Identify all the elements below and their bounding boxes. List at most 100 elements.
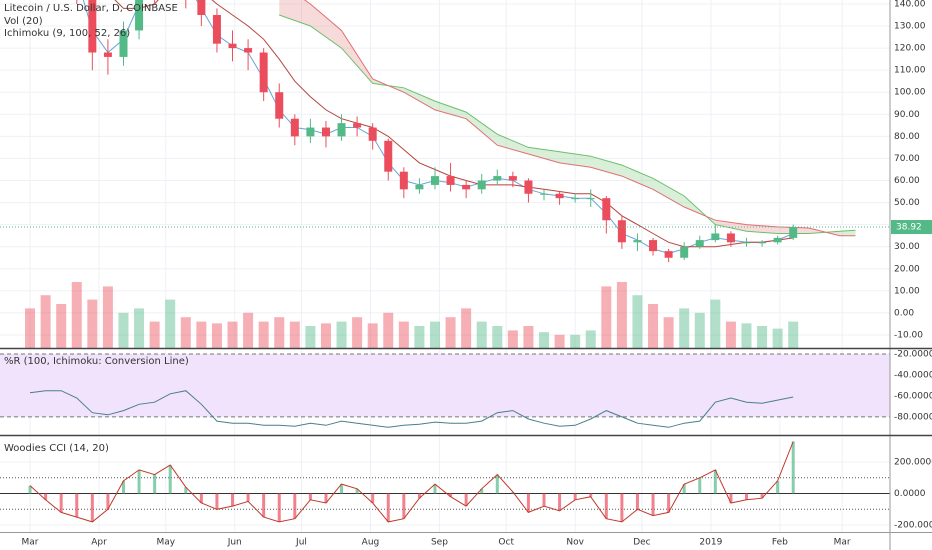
volume-bar [398, 321, 409, 348]
volume-bar [336, 321, 347, 348]
cloud-segment [341, 30, 373, 84]
volume-bar [383, 312, 394, 348]
cloud-segment [528, 147, 560, 163]
cloud-segment [279, 0, 311, 27]
cci-histogram-bar [402, 493, 406, 519]
y-tick-label: 100.00 [894, 88, 926, 98]
x-tick-label: Oct [498, 538, 514, 548]
volume-bar [134, 308, 145, 348]
volume-bar [274, 317, 285, 348]
volume-bar [196, 321, 207, 348]
candle-body [493, 176, 502, 181]
cloud-segment [559, 151, 591, 168]
volume-bar [772, 328, 783, 348]
y-tick-label: -60.0000 [894, 391, 932, 401]
volume-bar [523, 326, 534, 348]
last-price-box [891, 220, 932, 235]
cci-histogram-bar [28, 485, 32, 494]
volume-bar [414, 326, 425, 348]
cci-histogram-bar [729, 493, 733, 503]
candle-body [462, 184, 471, 190]
volume-bar [258, 321, 269, 348]
volume-bar [476, 321, 487, 348]
legend: Litecoin / U.S. Dollar, D, COINBASE Vol … [4, 3, 189, 454]
volume-bar [102, 286, 113, 348]
volume-bar [616, 282, 627, 348]
candle-body [680, 246, 689, 258]
band [0, 353, 890, 417]
cci-histogram-bar [44, 493, 48, 500]
cloud-segment [497, 134, 529, 155]
y-tick-label: 200.0000 [894, 457, 932, 467]
volume-bar [227, 321, 238, 348]
candle-body [773, 237, 782, 243]
cci-histogram-bar [106, 493, 110, 510]
volume-bar [539, 332, 550, 348]
y-tick-label: 60.00 [894, 176, 920, 186]
cci-histogram-bar [620, 493, 624, 522]
volume-bar [570, 334, 581, 348]
volume-bar [429, 321, 440, 348]
x-tick-label: Apr [91, 538, 107, 548]
y-tick-label: 110.00 [894, 66, 926, 76]
x-tick-label: Jul [295, 538, 307, 548]
span-b-line [303, 0, 856, 237]
cci-histogram-bar [231, 493, 235, 507]
cci-histogram-bar [635, 493, 639, 510]
cci-histogram-bar [90, 493, 94, 522]
cci-histogram-bar [526, 493, 530, 513]
volume-bar [71, 282, 82, 348]
x-tick-label: Aug [362, 538, 380, 548]
candle-body [695, 240, 704, 247]
x-tick-label: Mar [834, 538, 851, 548]
span-a-line [279, 14, 856, 234]
y-tick-label: 130.00 [894, 22, 926, 32]
cci-histogram-bar [386, 493, 390, 522]
y-tick-label: 80.00 [894, 132, 920, 142]
candle-body [228, 43, 237, 49]
cloud-segment [403, 87, 435, 110]
cloud-segment [839, 230, 856, 236]
cci-histogram-bar [137, 469, 141, 494]
volume-bar [741, 323, 752, 348]
cci-histogram-bar [495, 474, 499, 494]
volume-bar [320, 323, 331, 348]
cci-histogram-bar [651, 493, 655, 516]
cci-histogram-bar [215, 493, 219, 510]
cci-histogram-bar [791, 441, 795, 494]
candle-body [602, 198, 611, 221]
volume-bar [648, 304, 659, 348]
price-pane [0, 0, 890, 348]
y-tick-label: 0.0000 [894, 489, 926, 499]
williams-title: %R (100, Ichimoku: Conversion Line) [4, 356, 189, 367]
cci-histogram-bar [511, 491, 515, 494]
x-tick-label: May [156, 538, 175, 548]
volume-bar [601, 286, 612, 348]
cci-histogram-bar [464, 493, 468, 507]
x-tick-label: Nov [566, 538, 584, 548]
y-tick-label: -20.0000 [894, 349, 932, 359]
cci-histogram-bar [262, 493, 266, 518]
volume-bar [725, 321, 736, 348]
volume-bar [663, 317, 674, 348]
cci-histogram-bar [371, 493, 375, 503]
candle-body [617, 220, 626, 243]
y-tick-label: 0.00 [894, 308, 914, 318]
volume-bar [788, 321, 799, 348]
y-tick-label: -40.0000 [894, 370, 932, 380]
volume-bar [461, 308, 472, 348]
candle-body [633, 240, 642, 243]
candle-body [726, 233, 735, 243]
cci-histogram-bar [121, 480, 125, 494]
cci-histogram-bar [604, 493, 608, 519]
x-tick-label: Sep [431, 538, 448, 548]
y-tick-label: 30.00 [894, 242, 920, 252]
cci-histogram-bar [308, 493, 312, 500]
cci-histogram-bar [558, 493, 562, 511]
cci-histogram-bar [449, 493, 453, 497]
cloud-segment [310, 3, 342, 49]
candle-body [789, 227, 798, 238]
candle-body [430, 176, 439, 185]
x-tick-label: Mar [22, 538, 39, 548]
